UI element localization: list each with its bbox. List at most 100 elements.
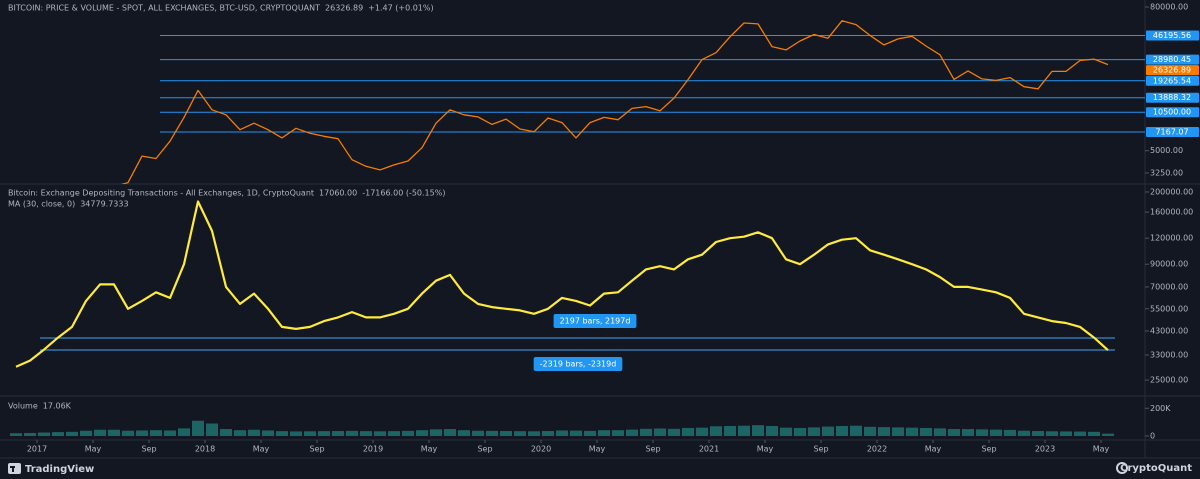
volume-bar [430, 429, 442, 436]
volume-bar [906, 427, 918, 436]
volume-bar [458, 430, 470, 436]
volume-bar [164, 430, 176, 436]
x-tick-label: May [925, 445, 942, 454]
header-change: -17166.00 (-50.15%) [362, 189, 445, 198]
volume-bar [192, 420, 204, 436]
volume-bar [1088, 431, 1100, 436]
level-label: 10500.00 [1153, 108, 1191, 117]
volume-bar [528, 431, 540, 436]
level-label-bg [1146, 107, 1199, 118]
level-label-bg [1146, 92, 1199, 103]
volume-bar [332, 431, 344, 436]
volume-bar [752, 425, 764, 436]
volume-bar [612, 430, 624, 436]
pane-title: BITCOIN: PRICE & VOLUME - SPOT, ALL EXCH… [8, 4, 320, 13]
volume-bar [668, 428, 680, 436]
x-tick-label: Sep [813, 445, 828, 454]
volume-bar [360, 431, 372, 436]
volume-bar [248, 429, 260, 436]
volume-bar [122, 430, 134, 436]
level-label: 28980.45 [1153, 55, 1191, 64]
volume-bar [640, 428, 652, 436]
volume-bar [416, 430, 428, 436]
y-tick-label: 70000.00 [1150, 282, 1188, 291]
volume-bar [990, 429, 1002, 436]
x-tick-label: May [421, 445, 438, 454]
x-tick-label: May [85, 445, 102, 454]
price-line [120, 20, 1109, 184]
volume-bar [948, 429, 960, 436]
volume-bar [234, 430, 246, 436]
x-tick-label: May [589, 445, 606, 454]
volume-bar [52, 432, 64, 436]
volume-bar [1004, 429, 1016, 436]
volume-bar [514, 431, 526, 436]
y-tick-label: 90000.00 [1150, 260, 1188, 269]
volume-bar [766, 426, 778, 436]
y-tick-label: 0 [1150, 432, 1155, 441]
volume-bar [80, 430, 92, 436]
volume-bar [10, 433, 22, 436]
y-tick-label: 160000.00 [1150, 208, 1193, 217]
volume-bar [780, 427, 792, 436]
level-label-bg [1146, 127, 1199, 138]
y-tick-label: 200000.00 [1150, 187, 1193, 196]
tradingview-logo [8, 463, 21, 474]
measure-badge [533, 357, 623, 371]
x-tick-label: Sep [477, 445, 492, 454]
series-last-value: 34779.7333 [80, 200, 128, 209]
y-tick-label: 120000.00 [1150, 234, 1193, 243]
volume-bar [682, 427, 694, 436]
footer-left: TradingView [25, 464, 94, 475]
volume-bar [66, 431, 78, 436]
y-tick-label: 5000.00 [1150, 146, 1183, 155]
volume-bar [724, 426, 736, 436]
volume-bar [710, 426, 722, 436]
x-tick-label: Sep [645, 445, 660, 454]
x-tick-label: 2019 [363, 445, 383, 454]
level-label-bg [1146, 54, 1199, 65]
volume-bar [472, 430, 484, 436]
y-tick-label: 43000.00 [1150, 327, 1188, 336]
x-tick-label: May [1093, 445, 1110, 454]
volume-bar [542, 431, 554, 436]
y-tick-label: 25000.00 [1150, 376, 1188, 385]
level-label: 13888.32 [1153, 93, 1191, 102]
volume-bar [24, 432, 36, 436]
volume-bar [892, 427, 904, 436]
volume-bar [38, 432, 50, 436]
volume-bar [346, 430, 358, 436]
volume-bar [262, 430, 274, 436]
volume-bar [556, 430, 568, 436]
volume-bar [808, 427, 820, 436]
x-tick-label: 2017 [27, 445, 47, 454]
volume-bar [220, 429, 232, 436]
volume-bar [1074, 431, 1086, 436]
pane-title: Volume [8, 402, 38, 411]
volume-bar [794, 427, 806, 436]
volume-bar [878, 427, 890, 436]
volume-bar [1060, 431, 1072, 436]
header-change: +1.47 (+0.01%) [368, 4, 433, 13]
volume-bar [654, 428, 666, 436]
volume-bar [1102, 433, 1114, 436]
volume-bar [738, 425, 750, 436]
level-label: 46195.56 [1153, 31, 1191, 40]
volume-bar [304, 431, 316, 436]
volume-bar [108, 429, 120, 436]
volume-bar [570, 430, 582, 436]
y-tick-label: 3250.00 [1150, 169, 1183, 178]
y-tick-label: 33000.00 [1150, 350, 1188, 359]
volume-bar [850, 425, 862, 436]
volume-bar [626, 429, 638, 436]
cryptoquant-logo [1116, 462, 1128, 474]
volume-bar [920, 427, 932, 436]
volume-bar [318, 431, 330, 436]
pane-title: Bitcoin: Exchange Depositing Transaction… [8, 189, 314, 198]
level-label-bg [1146, 75, 1199, 86]
level-label-bg [1146, 30, 1199, 41]
volume-bar [976, 429, 988, 436]
volume-bar [136, 430, 148, 436]
